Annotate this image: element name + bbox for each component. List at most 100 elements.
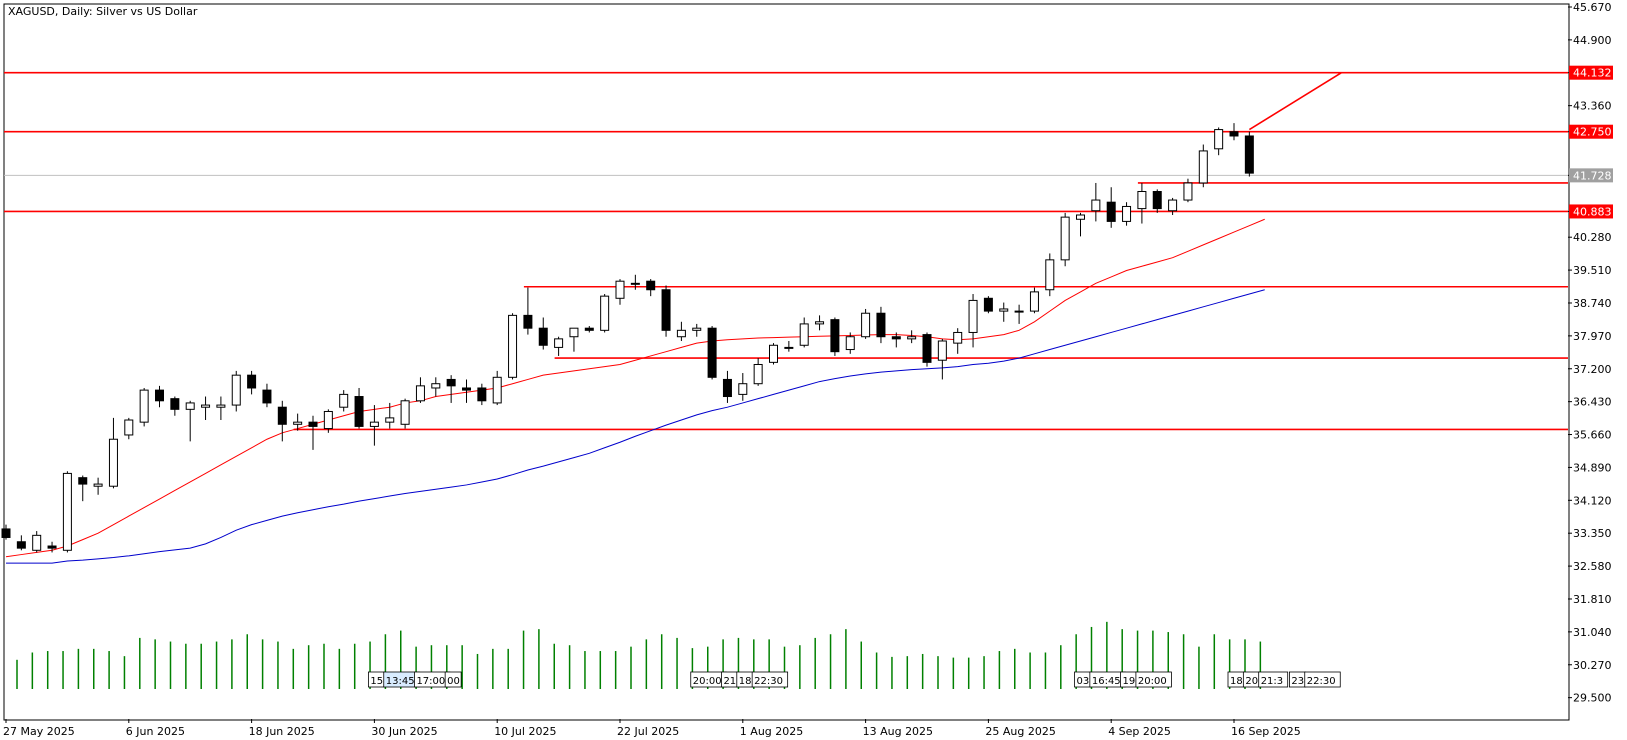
session-marker: 22:30	[751, 671, 789, 688]
candle-body	[922, 334, 932, 363]
session-marker: 17:00	[414, 671, 451, 688]
candle-body	[16, 541, 26, 549]
candle-body	[262, 389, 272, 404]
session-marker: 23	[1289, 671, 1306, 688]
price-tag-box	[1569, 204, 1613, 219]
bearish-candle	[47, 541, 57, 553]
price-tag: 41.728	[1569, 168, 1613, 183]
session-marker-box	[751, 671, 789, 688]
candle-body	[400, 400, 410, 425]
bullish-candle	[554, 336, 564, 356]
session-marker-label: 22:30	[1307, 676, 1336, 687]
bullish-candle	[630, 274, 640, 290]
y-tick-label: 32.580	[1573, 560, 1612, 573]
bullish-candle	[93, 477, 103, 495]
candle-body	[738, 383, 748, 395]
bullish-candle	[1183, 178, 1193, 203]
bearish-candle	[1106, 187, 1116, 228]
session-marker-box	[1258, 671, 1289, 688]
x-tick-label: 16 Sep 2025	[1231, 725, 1301, 738]
x-tick-label: 4 Sep 2025	[1108, 725, 1171, 738]
x-tick-label: 10 Jul 2025	[494, 725, 556, 738]
bearish-candle	[170, 396, 180, 416]
y-tick-label: 45.670	[1573, 1, 1612, 14]
bullish-candle	[1214, 127, 1224, 156]
candle-body	[93, 483, 103, 487]
bullish-candle	[1137, 182, 1147, 224]
bullish-candle	[676, 321, 686, 341]
session-marker: 18	[1227, 671, 1245, 688]
candle-body	[1137, 191, 1147, 210]
candle-body	[615, 280, 625, 299]
candle-body	[676, 329, 686, 338]
bearish-candle	[247, 370, 257, 395]
candle-body	[216, 404, 226, 408]
bearish-candle	[446, 375, 456, 403]
y-tick-label: 30.270	[1573, 659, 1612, 672]
bullish-candle	[323, 409, 333, 433]
candle-body	[446, 378, 456, 387]
candle-body	[1091, 199, 1101, 212]
session-marker-box	[444, 671, 462, 688]
bearish-candle	[1244, 131, 1254, 177]
candle-body	[983, 297, 993, 312]
bearish-candle	[262, 383, 272, 408]
bullish-candle	[692, 323, 702, 337]
candle-body	[47, 545, 57, 549]
bullish-candle	[1045, 253, 1055, 297]
y-tick-label: 36.430	[1573, 396, 1612, 409]
bullish-candle	[769, 343, 778, 365]
bullish-candle	[492, 370, 502, 406]
bearish-candle	[922, 332, 932, 367]
candle-body	[247, 374, 257, 389]
candle-body	[277, 406, 287, 425]
candle-body	[231, 374, 241, 406]
price-tag-box	[1569, 168, 1613, 183]
session-marker: 20	[1242, 671, 1260, 688]
x-tick-label: 13 Aug 2025	[863, 725, 933, 738]
bullish-candle	[431, 377, 441, 397]
bullish-candle	[815, 315, 825, 331]
candle-body	[554, 338, 564, 348]
bullish-candle	[415, 377, 425, 403]
session-marker: 21:3	[1258, 671, 1289, 688]
session-marker: 19	[1120, 671, 1137, 688]
candle-body	[1229, 131, 1239, 137]
candle-body	[769, 344, 778, 363]
candle-body	[569, 327, 579, 338]
bearish-candle	[523, 287, 533, 335]
candle-body	[799, 323, 809, 346]
price-tag-label: 41.728	[1573, 169, 1612, 182]
bullish-candle	[738, 373, 748, 401]
slow-moving-average-line	[6, 289, 1265, 564]
bullish-candle	[62, 471, 72, 553]
bearish-candle	[155, 385, 164, 408]
price-tag-label: 42.750	[1573, 126, 1612, 139]
y-tick-label: 39.510	[1573, 264, 1612, 277]
trend-line	[1248, 72, 1342, 131]
bullish-candle	[861, 308, 871, 339]
candle-body	[293, 421, 303, 425]
session-marker: 03	[1074, 671, 1091, 688]
session-marker: 15	[367, 671, 385, 688]
session-marker: 22:30	[1304, 671, 1341, 688]
candle-body	[462, 387, 471, 391]
candle-body	[722, 378, 732, 398]
y-tick-label: 34.890	[1573, 461, 1612, 474]
bullish-candle	[201, 396, 211, 421]
x-tick-label: 6 Jun 2025	[126, 725, 185, 738]
bullish-candle	[1014, 304, 1024, 324]
y-tick-label: 38.740	[1573, 297, 1612, 310]
candle-body	[845, 336, 855, 351]
candle-body	[308, 421, 318, 427]
price-tag: 42.750	[1569, 124, 1613, 139]
candle-body	[1214, 129, 1224, 150]
candle-body	[584, 327, 594, 331]
bullish-candle	[108, 417, 118, 489]
candle-body	[861, 312, 871, 338]
price-tag-box	[1569, 65, 1613, 80]
candle-body	[937, 340, 947, 361]
candle-body	[78, 477, 88, 485]
candle-body	[1029, 291, 1039, 312]
